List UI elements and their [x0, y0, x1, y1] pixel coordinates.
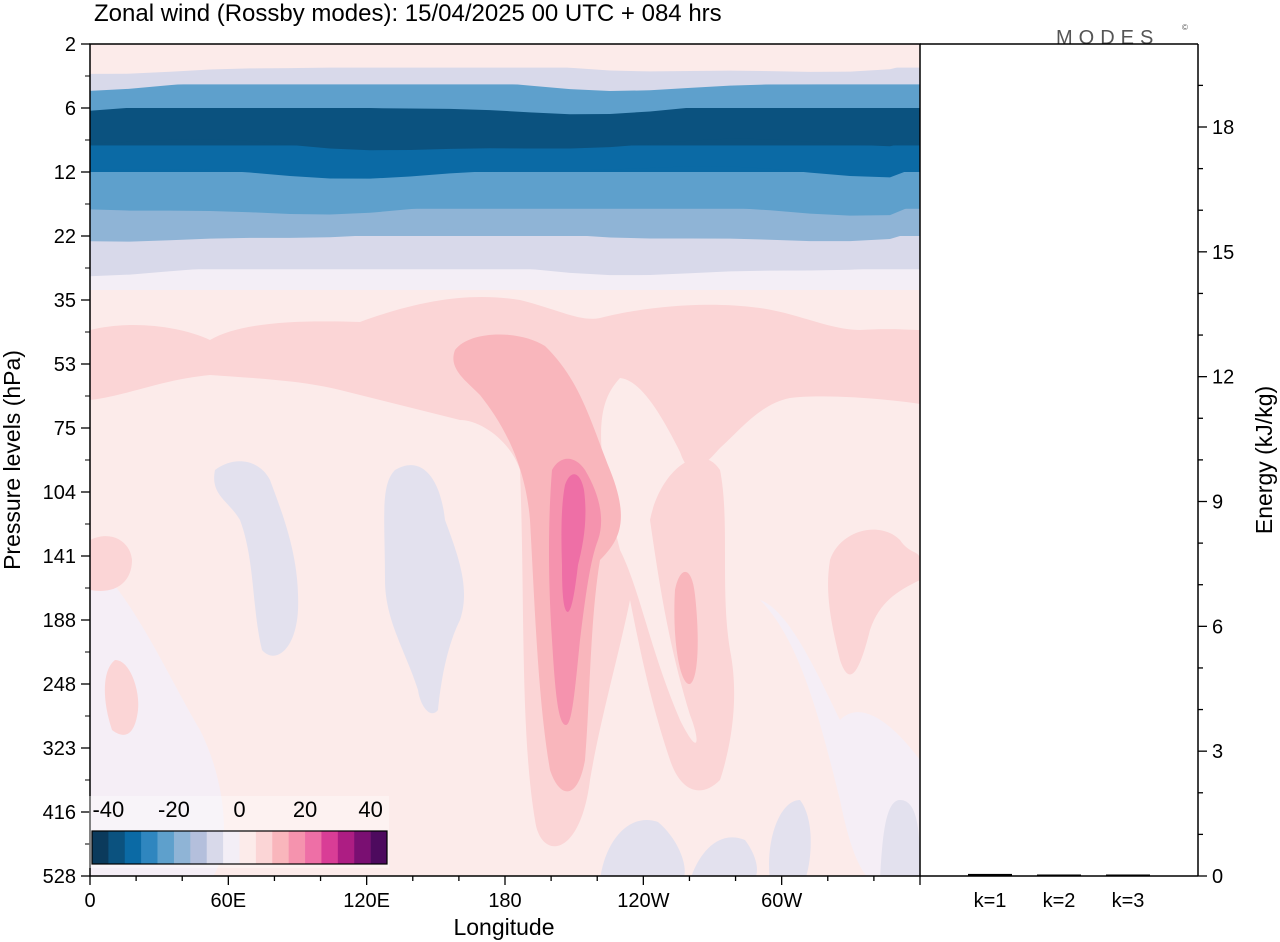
- colorbar-label: 20: [293, 797, 317, 822]
- colorbar-cells: [92, 831, 388, 864]
- colorbar-cell: [321, 831, 339, 864]
- energy-bar: [1106, 874, 1150, 876]
- y-tick-label: 416: [43, 802, 76, 824]
- y-tick-label: 323: [43, 738, 76, 760]
- energy-categories: k=1 k=2 k=3: [974, 890, 1145, 912]
- band-edge-4hpa: [90, 78, 920, 92]
- x-tick-label: 60W: [761, 890, 802, 912]
- jet-contours: [90, 290, 920, 876]
- contour-jet-core: [561, 474, 586, 612]
- x-tick-label: 120W: [617, 890, 669, 912]
- energy-tick-label: 6: [1212, 616, 1223, 638]
- energy-tick-label: 18: [1212, 117, 1234, 139]
- y-tick-label: 35: [54, 290, 76, 312]
- energy-tick-label: 9: [1212, 492, 1223, 514]
- contour-weak-easterly-5: [769, 800, 811, 876]
- colorbar-cell: [288, 831, 306, 864]
- energy-category-label: k=3: [1112, 890, 1145, 912]
- x-tick-label: 180: [488, 890, 521, 912]
- energy-bars: [968, 873, 1150, 876]
- energy-category-label: k=1: [974, 890, 1007, 912]
- colorbar-labels: -40 -20 0 20 40: [92, 797, 382, 822]
- energy-bar: [1037, 874, 1081, 876]
- colorbar-cell: [354, 831, 371, 864]
- energy-panel: 0 3 6 9 12 15 18 k=1 k=2 k=3: [920, 43, 1234, 912]
- pressure-ticks: 2 6 12 22 35 53 75 104 141 188 248 323 416 528: [43, 34, 90, 888]
- y-tick-label: 53: [54, 354, 76, 376]
- colorbar-label: 40: [358, 797, 382, 822]
- colorbar-label: 0: [233, 797, 245, 822]
- y-tick-label: 528: [43, 866, 76, 888]
- longitude-ticks: 0 60E 120E 180 120W 60W: [84, 876, 921, 912]
- contour-positive-right: [828, 529, 920, 675]
- band-edge-6hpa: [90, 101, 920, 115]
- contour-weak-easterly-4: [691, 837, 757, 876]
- colorbar-cell: [272, 831, 289, 864]
- colorbar-cell: [173, 831, 191, 864]
- contour-neutral-left: [90, 560, 224, 876]
- band-edge-17hpa: [90, 202, 920, 216]
- colorbar-cell: [157, 831, 175, 864]
- contour-positive-left-edge: [90, 536, 132, 591]
- y-tick-label: 75: [54, 418, 76, 440]
- y-tick-label: 104: [43, 482, 76, 504]
- energy-tick-label: 3: [1212, 741, 1223, 763]
- colorbar: -40 -20 0 20 40: [89, 796, 389, 868]
- contour-westerly-branch: [674, 571, 698, 685]
- brand-copyright-mark: ©: [1182, 23, 1188, 32]
- energy-tick-label: 15: [1212, 242, 1234, 264]
- x-axis-label: Longitude: [453, 914, 554, 940]
- contour-jet-outer: [453, 334, 621, 792]
- contour-neutral-right: [760, 600, 920, 876]
- energy-bar: [968, 873, 1012, 876]
- x-tick-label: 60E: [211, 890, 247, 912]
- contour-positive-left-low: [104, 660, 139, 735]
- brand-logo: MODES: [1056, 27, 1159, 49]
- colorbar-label: -40: [92, 797, 124, 822]
- y-tick-label: 22: [54, 226, 76, 248]
- x-tick-label: 120E: [343, 890, 390, 912]
- colorbar-cell: [305, 831, 322, 864]
- band-edge-12hpa: [90, 166, 920, 179]
- y-tick-label: 12: [54, 162, 76, 184]
- colorbar-cell: [337, 831, 355, 864]
- contour-weak-easterly-1: [214, 461, 299, 656]
- colorbar-cell: [108, 831, 126, 864]
- energy-ticks: 0 3 6 9 12 15 18: [1198, 84, 1234, 888]
- contour-weak-easterly-2: [384, 465, 465, 714]
- band-edge-9hpa: [90, 138, 920, 151]
- heatmap-panel: [90, 44, 920, 876]
- y-axis-label: Pressure levels (hPa): [0, 350, 25, 570]
- colorbar-cell: [141, 831, 158, 864]
- band-edge-3hpa: [90, 61, 920, 74]
- colorbar-cell: [190, 831, 208, 864]
- energy-tick-label: 0: [1212, 866, 1223, 888]
- energy-tick-label: 12: [1212, 367, 1234, 389]
- colorbar-cell: [223, 831, 240, 864]
- y-tick-label: 2: [65, 34, 76, 56]
- y-tick-label: 248: [43, 674, 76, 696]
- contour-weak-easterly-6: [880, 800, 920, 876]
- energy-category-label: k=2: [1043, 890, 1076, 912]
- band-edge-28hpa: [90, 263, 920, 277]
- contour-positive-belt: [90, 296, 920, 847]
- contour-weak-easterly-3: [600, 820, 685, 876]
- colorbar-cell: [124, 831, 142, 864]
- energy-axis-label: Energy (kJ/kg): [1251, 386, 1277, 534]
- band-edge-22hpa: [90, 229, 920, 242]
- chart-title: Zonal wind (Rossby modes): 15/04/2025 00…: [94, 0, 722, 27]
- colorbar-cell: [92, 831, 109, 864]
- colorbar-cell: [370, 831, 388, 864]
- y-tick-label: 6: [65, 98, 76, 120]
- y-tick-label: 188: [43, 610, 76, 632]
- y-tick-label: 141: [43, 546, 76, 568]
- colorbar-cell: [239, 831, 257, 864]
- colorbar-cell: [206, 831, 224, 864]
- x-tick-label: 0: [84, 890, 95, 912]
- colorbar-cell: [255, 831, 273, 864]
- colorbar-label: -20: [158, 797, 190, 822]
- colorbar-frame: [91, 830, 388, 865]
